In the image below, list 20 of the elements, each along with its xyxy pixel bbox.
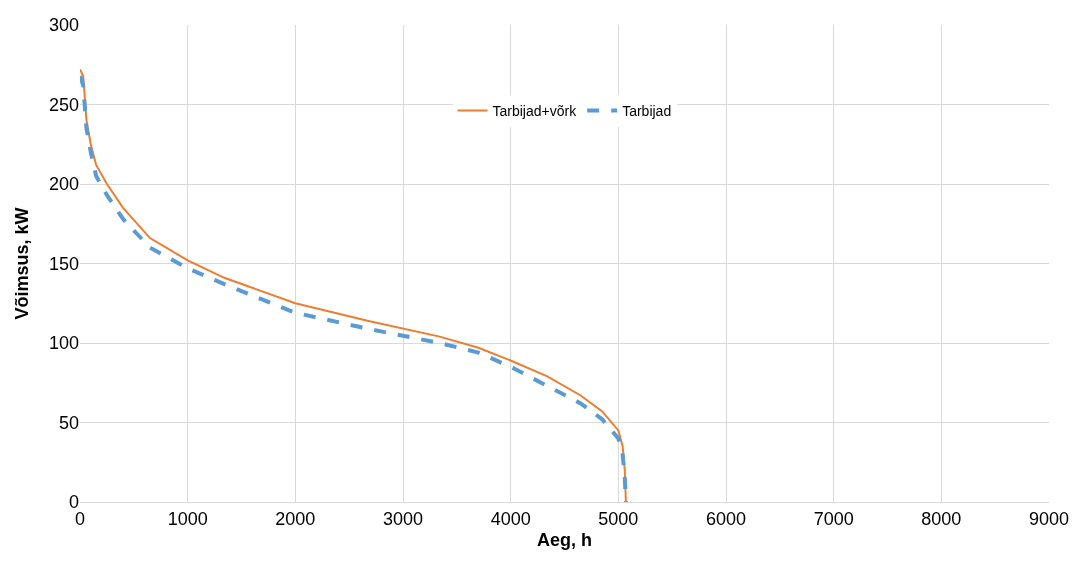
x-tick-label: 5000 (598, 508, 639, 529)
y-tick-label: 300 (48, 15, 79, 36)
y-axis-title: Võimsus, kW (12, 207, 33, 320)
x-tick-label: 1000 (167, 508, 208, 529)
y-tick-label: 100 (48, 333, 79, 354)
x-tick-label: 7000 (813, 508, 854, 529)
x-tick-label: 2000 (275, 508, 316, 529)
x-tick-label: 4000 (490, 508, 531, 529)
y-tick-label: 250 (48, 94, 79, 115)
y-tick-label: 150 (48, 253, 79, 274)
y-tick-label: 0 (68, 492, 79, 513)
x-axis-title: Aeg, h (536, 529, 593, 550)
legend-label: Tarbijad+võrk (492, 102, 578, 119)
y-tick-label: 50 (58, 412, 79, 433)
x-tick-label: 3000 (382, 508, 424, 529)
x-tick-label: 8000 (921, 508, 962, 529)
x-tick-label: 9000 (1028, 508, 1070, 529)
y-tick-label: 200 (48, 174, 79, 195)
x-tick-label: 6000 (705, 508, 747, 529)
legend-label: Tarbijad (622, 102, 672, 119)
